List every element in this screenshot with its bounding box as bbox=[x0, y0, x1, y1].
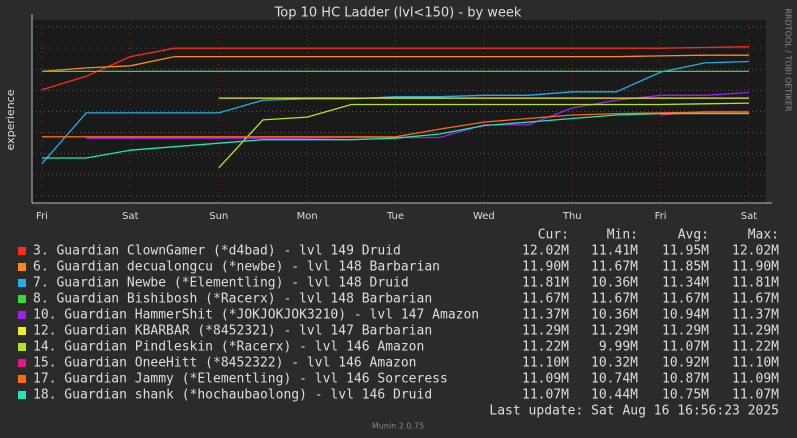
legend-stat: 11.29M bbox=[662, 324, 709, 339]
x-tick-label: Fri bbox=[655, 211, 667, 222]
column-header: Max: bbox=[748, 228, 779, 243]
legend-label: 14. Guardian Pindleskin (*Racerx) - lvl … bbox=[33, 340, 424, 355]
legend-stat: 11.90M bbox=[522, 260, 569, 275]
series-line bbox=[218, 102, 750, 169]
legend-stat: 10.32M bbox=[591, 356, 638, 371]
legend-stat: 10.44M bbox=[591, 388, 638, 403]
x-tick-label: Thu bbox=[562, 211, 582, 222]
series-line bbox=[42, 112, 749, 159]
legend-swatch bbox=[18, 279, 26, 287]
series-line bbox=[41, 54, 749, 73]
legend-stat: 9.99M bbox=[599, 340, 638, 355]
legend-swatch bbox=[18, 311, 26, 319]
legend-stat: 11.29M bbox=[732, 324, 779, 339]
footer: Munin 2.0.75 bbox=[372, 422, 424, 431]
legend-label: 10. Guardian HammerShit (*JOKJOKJOK3210)… bbox=[33, 308, 479, 323]
legend-stat: 11.81M bbox=[732, 276, 779, 291]
x-tick-label: Sat bbox=[122, 211, 138, 222]
legend-stat: 12.02M bbox=[732, 244, 779, 259]
legend-stat: 10.92M bbox=[662, 356, 709, 371]
legend-swatch bbox=[18, 247, 26, 255]
legend-swatch bbox=[18, 391, 26, 399]
legend-stat: 11.10M bbox=[732, 356, 779, 371]
legend-stat: 11.67M bbox=[591, 260, 638, 275]
legend-stat: 11.22M bbox=[732, 340, 779, 355]
legend-stat: 11.09M bbox=[522, 372, 569, 387]
legend-stat: 11.67M bbox=[591, 292, 638, 307]
legend-label: 8. Guardian Bishibosh (*Racerx) - lvl 14… bbox=[33, 292, 432, 307]
series-line bbox=[42, 111, 749, 138]
legend-stat: 11.07M bbox=[662, 340, 709, 355]
legend-stat: 11.29M bbox=[591, 324, 638, 339]
legend-label: 17. Guardian Jammy (*Elementling) - lvl … bbox=[33, 372, 448, 387]
legend-label: 3. Guardian ClownGamer (*d4bad) - lvl 14… bbox=[33, 244, 401, 259]
legend-stat: 11.07M bbox=[732, 388, 779, 403]
legend-stat: 11.10M bbox=[522, 356, 569, 371]
legend-stat: 10.36M bbox=[591, 308, 638, 323]
column-header: Min: bbox=[607, 228, 638, 243]
x-tick-label: Mon bbox=[297, 211, 318, 222]
y-axis-label: experience bbox=[4, 89, 17, 150]
legend-stat: 11.81M bbox=[522, 276, 569, 291]
column-header: Cur: bbox=[538, 228, 569, 243]
legend-label: 6. Guardian decualongcu (*newbe) - lvl 1… bbox=[33, 260, 440, 275]
plot-area bbox=[32, 20, 766, 203]
last-update: Last update: Sat Aug 16 16:56:23 2025 bbox=[489, 404, 779, 419]
legend-stat: 11.67M bbox=[662, 292, 709, 307]
legend-stat: 12.02M bbox=[522, 244, 569, 259]
legend-stat: 11.07M bbox=[522, 388, 569, 403]
legend-stat: 11.29M bbox=[522, 324, 569, 339]
legend-stat: 10.94M bbox=[662, 308, 709, 323]
legend-stat: 10.74M bbox=[591, 372, 638, 387]
x-tick-label: Sun bbox=[209, 211, 228, 222]
legend-label: 7. Guardian Newbe (*Elementling) - lvl 1… bbox=[33, 276, 409, 291]
column-header: Avg: bbox=[678, 228, 709, 243]
legend-label: 15. Guardian OneeHitt (*8452322) - lvl 1… bbox=[33, 356, 417, 371]
side-label: RRDTOOL / TOBI OETIKER bbox=[784, 8, 793, 111]
legend-label: 12. Guardian KBARBAR (*8452321) - lvl 14… bbox=[33, 324, 432, 339]
legend-stat: 10.36M bbox=[591, 276, 638, 291]
legend-stat: 11.90M bbox=[732, 260, 779, 275]
legend-stat: 11.37M bbox=[522, 308, 569, 323]
legend-stat: 11.67M bbox=[732, 292, 779, 307]
x-tick-label: Tue bbox=[386, 211, 404, 222]
legend-stat: 11.67M bbox=[522, 292, 569, 307]
legend-swatch bbox=[18, 327, 26, 335]
series-line bbox=[41, 60, 750, 165]
legend-stat: 11.22M bbox=[522, 340, 569, 355]
x-tick-label: Wed bbox=[473, 211, 495, 222]
legend-label: 18. Guardian shank (*hochaubaolong) - lv… bbox=[33, 388, 432, 403]
legend-stat: 10.75M bbox=[662, 388, 709, 403]
legend-stat: 11.95M bbox=[662, 244, 709, 259]
legend-stat: 10.87M bbox=[662, 372, 709, 387]
legend-stat: 11.09M bbox=[732, 372, 779, 387]
legend-swatch bbox=[18, 359, 26, 367]
legend-stat: 11.37M bbox=[732, 308, 779, 323]
legend-stat: 11.41M bbox=[591, 244, 638, 259]
legend-swatch bbox=[18, 263, 26, 271]
legend-stat: 11.85M bbox=[662, 260, 709, 275]
chart-title: Top 10 HC Ladder (lvl<150) - by week bbox=[274, 6, 522, 21]
series-line bbox=[41, 46, 750, 91]
legend-stat: 11.34M bbox=[662, 276, 709, 291]
legend-swatch bbox=[18, 295, 26, 303]
x-tick-label: Sat bbox=[741, 211, 757, 222]
x-tick-label: Fri bbox=[36, 211, 48, 222]
legend-swatch bbox=[18, 343, 26, 351]
legend-swatch bbox=[18, 375, 26, 383]
